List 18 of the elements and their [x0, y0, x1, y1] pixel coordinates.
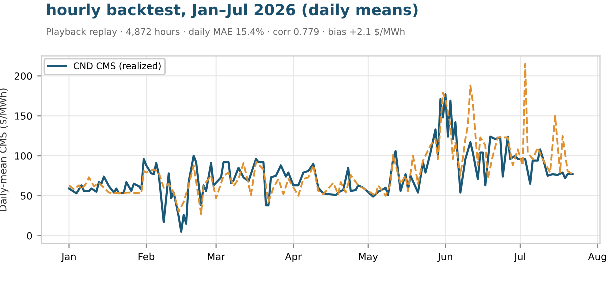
x-tick-label: Jul: [514, 252, 526, 262]
x-tick-label: Feb: [138, 252, 155, 260]
x-tick-label: Apr: [285, 253, 302, 262]
y-tick-label: 50: [21, 192, 32, 200]
x-tick-label: Mar: [208, 253, 226, 260]
line-series: [68, 93, 574, 233]
line-series: [68, 63, 574, 216]
y-tick-label: 0: [27, 232, 32, 240]
x-tick-label: Jun: [438, 253, 452, 262]
x-tick-label: Aug: [588, 253, 606, 262]
chart-title: hourly backtest, Jan–Jul 2026 (daily means): [47, 4, 418, 19]
x-tick-label: May: [359, 253, 378, 262]
legend-label: CND CMS (realized): [74, 62, 161, 71]
y-tick-label: 200: [14, 72, 32, 80]
chart-subtitle: Playback replay · 4,872 hours · daily MAE 15.4% · corr 0.779 · bias +2.1 $/MWh: [47, 28, 405, 37]
y-tick-label: 150: [15, 112, 32, 120]
y-tick-label: 100: [15, 152, 32, 160]
x-tick-label: Jan: [61, 253, 76, 262]
